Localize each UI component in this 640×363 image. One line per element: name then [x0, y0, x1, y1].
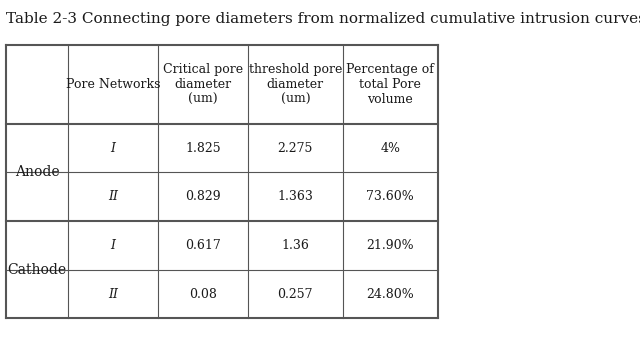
Text: 0.829: 0.829 [185, 190, 221, 203]
Text: Pore Networks: Pore Networks [66, 78, 160, 91]
Text: 1.363: 1.363 [277, 190, 314, 203]
Text: 4%: 4% [380, 142, 400, 155]
Text: I: I [110, 239, 115, 252]
Text: 0.617: 0.617 [185, 239, 221, 252]
Text: 1.36: 1.36 [282, 239, 309, 252]
Text: II: II [108, 190, 118, 203]
Text: Table 2-3 Connecting pore diameters from normalized cumulative intrusion curves.: Table 2-3 Connecting pore diameters from… [6, 12, 640, 26]
Text: 0.08: 0.08 [189, 287, 217, 301]
Text: I: I [110, 142, 115, 155]
Text: Percentage of
total Pore
volume: Percentage of total Pore volume [346, 63, 434, 106]
Text: 24.80%: 24.80% [366, 287, 414, 301]
Text: 0.257: 0.257 [278, 287, 313, 301]
Text: II: II [108, 287, 118, 301]
Text: 21.90%: 21.90% [366, 239, 414, 252]
Text: Cathode: Cathode [8, 263, 67, 277]
Text: Anode: Anode [15, 166, 60, 179]
Text: 1.825: 1.825 [185, 142, 221, 155]
Text: 73.60%: 73.60% [366, 190, 414, 203]
Text: 2.275: 2.275 [278, 142, 313, 155]
Text: Critical pore
diameter
(um): Critical pore diameter (um) [163, 63, 243, 106]
Text: threshold pore
diameter
(um): threshold pore diameter (um) [249, 63, 342, 106]
